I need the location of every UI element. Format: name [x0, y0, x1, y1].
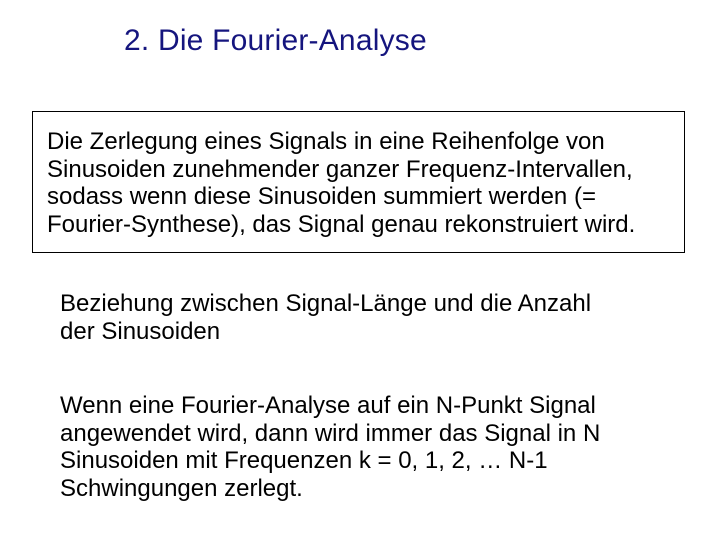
- slide: 2. Die Fourier-Analyse Die Zerlegung ein…: [0, 0, 720, 540]
- subheading: Beziehung zwischen Signal-Länge und die …: [60, 290, 620, 345]
- slide-title: 2. Die Fourier-Analyse: [124, 24, 427, 58]
- body-paragraph: Wenn eine Fourier-Analyse auf ein N-Punk…: [60, 392, 660, 502]
- definition-box: Die Zerlegung eines Signals in eine Reih…: [32, 111, 685, 253]
